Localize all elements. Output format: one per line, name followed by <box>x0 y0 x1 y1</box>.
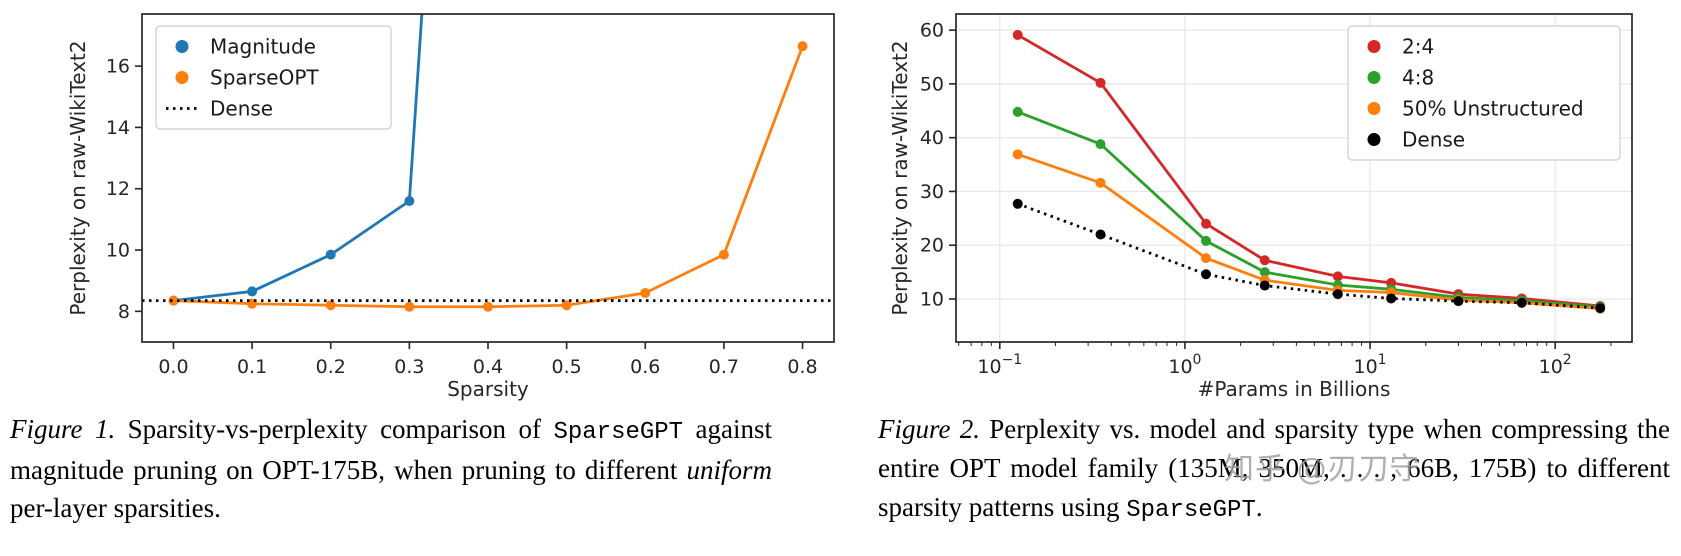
svg-text:10−1: 10−1 <box>977 352 1022 378</box>
figure-2: 10−1 100 101 102 10 20 30 40 50 60 #Params in Bill… <box>876 4 1676 528</box>
svg-text:0.5: 0.5 <box>552 356 582 378</box>
svg-text:50% Unstructured: 50% Unstructured <box>1402 97 1584 121</box>
inline-code-sparsegpt: SparseGPT <box>1126 496 1256 524</box>
svg-text:30: 30 <box>920 181 944 203</box>
svg-text:8: 8 <box>118 301 130 323</box>
svg-text:60: 60 <box>920 20 944 42</box>
svg-text:0.4: 0.4 <box>473 356 503 378</box>
figure-2-caption: Figure 2. Perplexity vs. model and spars… <box>878 410 1670 528</box>
svg-text:40: 40 <box>920 127 944 149</box>
svg-text:0.1: 0.1 <box>237 356 267 378</box>
svg-text:10: 10 <box>920 288 944 310</box>
svg-text:Sparsity: Sparsity <box>447 377 529 401</box>
figure-1-caption: Figure 1. Sparsity-vs-perplexity compari… <box>10 410 772 528</box>
figure-1: 0.0 0.1 0.2 0.3 0.4 0.5 0.6 0.7 0.8 8 10 12 14 16 Spar… <box>8 4 835 528</box>
svg-text:SparseOPT: SparseOPT <box>210 66 319 90</box>
caption-text: against magnitude pruning on OPT-175B, w… <box>10 414 773 485</box>
sparsity-vs-perplexity-chart: 0.0 0.1 0.2 0.3 0.4 0.5 0.6 0.7 0.8 8 10 12 14 16 Spar… <box>68 13 835 401</box>
svg-text:2:4: 2:4 <box>1402 35 1434 59</box>
svg-text:0.0: 0.0 <box>158 356 188 378</box>
svg-text:Magnitude: Magnitude <box>210 35 316 59</box>
svg-text:0.8: 0.8 <box>787 356 817 378</box>
svg-text:Perplexity on raw-WikiText2: Perplexity on raw-WikiText2 <box>68 40 90 315</box>
caption-emphasis: uniform <box>686 454 772 485</box>
svg-text:0.3: 0.3 <box>394 356 424 378</box>
svg-text:14: 14 <box>106 117 130 139</box>
svg-text:Dense: Dense <box>210 97 273 121</box>
svg-text:4:8: 4:8 <box>1402 66 1434 90</box>
svg-text:0.7: 0.7 <box>709 356 739 378</box>
svg-text:0.6: 0.6 <box>630 356 660 378</box>
svg-text:102: 102 <box>1539 352 1572 378</box>
caption-text: Sparsity-vs-perplexity comparison of <box>115 414 554 444</box>
svg-text:100: 100 <box>1168 352 1201 378</box>
caption-text: . <box>1255 491 1263 522</box>
svg-text:12: 12 <box>106 178 130 200</box>
svg-text:20: 20 <box>920 235 944 257</box>
figure-2-label: Figure 2. <box>878 414 980 444</box>
svg-text:10: 10 <box>106 240 130 262</box>
caption-text: Perplexity vs. model and sparsity type w… <box>878 414 1670 522</box>
svg-text:50: 50 <box>920 73 944 95</box>
inline-code-sparsegpt: SparseGPT <box>553 419 684 446</box>
zhihu-watermark: 知乎 @刃刀守 <box>1224 452 1421 487</box>
svg-text:Perplexity on raw-WikiText2: Perplexity on raw-WikiText2 <box>890 40 912 315</box>
svg-text:0.2: 0.2 <box>316 356 346 378</box>
caption-text: per-layer sparsities. <box>10 493 221 524</box>
perplexity-vs-params-chart: 10−1 100 101 102 10 20 30 40 50 60 #Params in Bill… <box>890 13 1633 401</box>
svg-text:16: 16 <box>106 56 130 78</box>
svg-text:Dense: Dense <box>1402 128 1465 152</box>
figure-1-label: Figure 1. <box>10 414 116 444</box>
svg-text:101: 101 <box>1353 352 1386 378</box>
svg-text:#Params in Billions: #Params in Billions <box>1198 377 1391 401</box>
